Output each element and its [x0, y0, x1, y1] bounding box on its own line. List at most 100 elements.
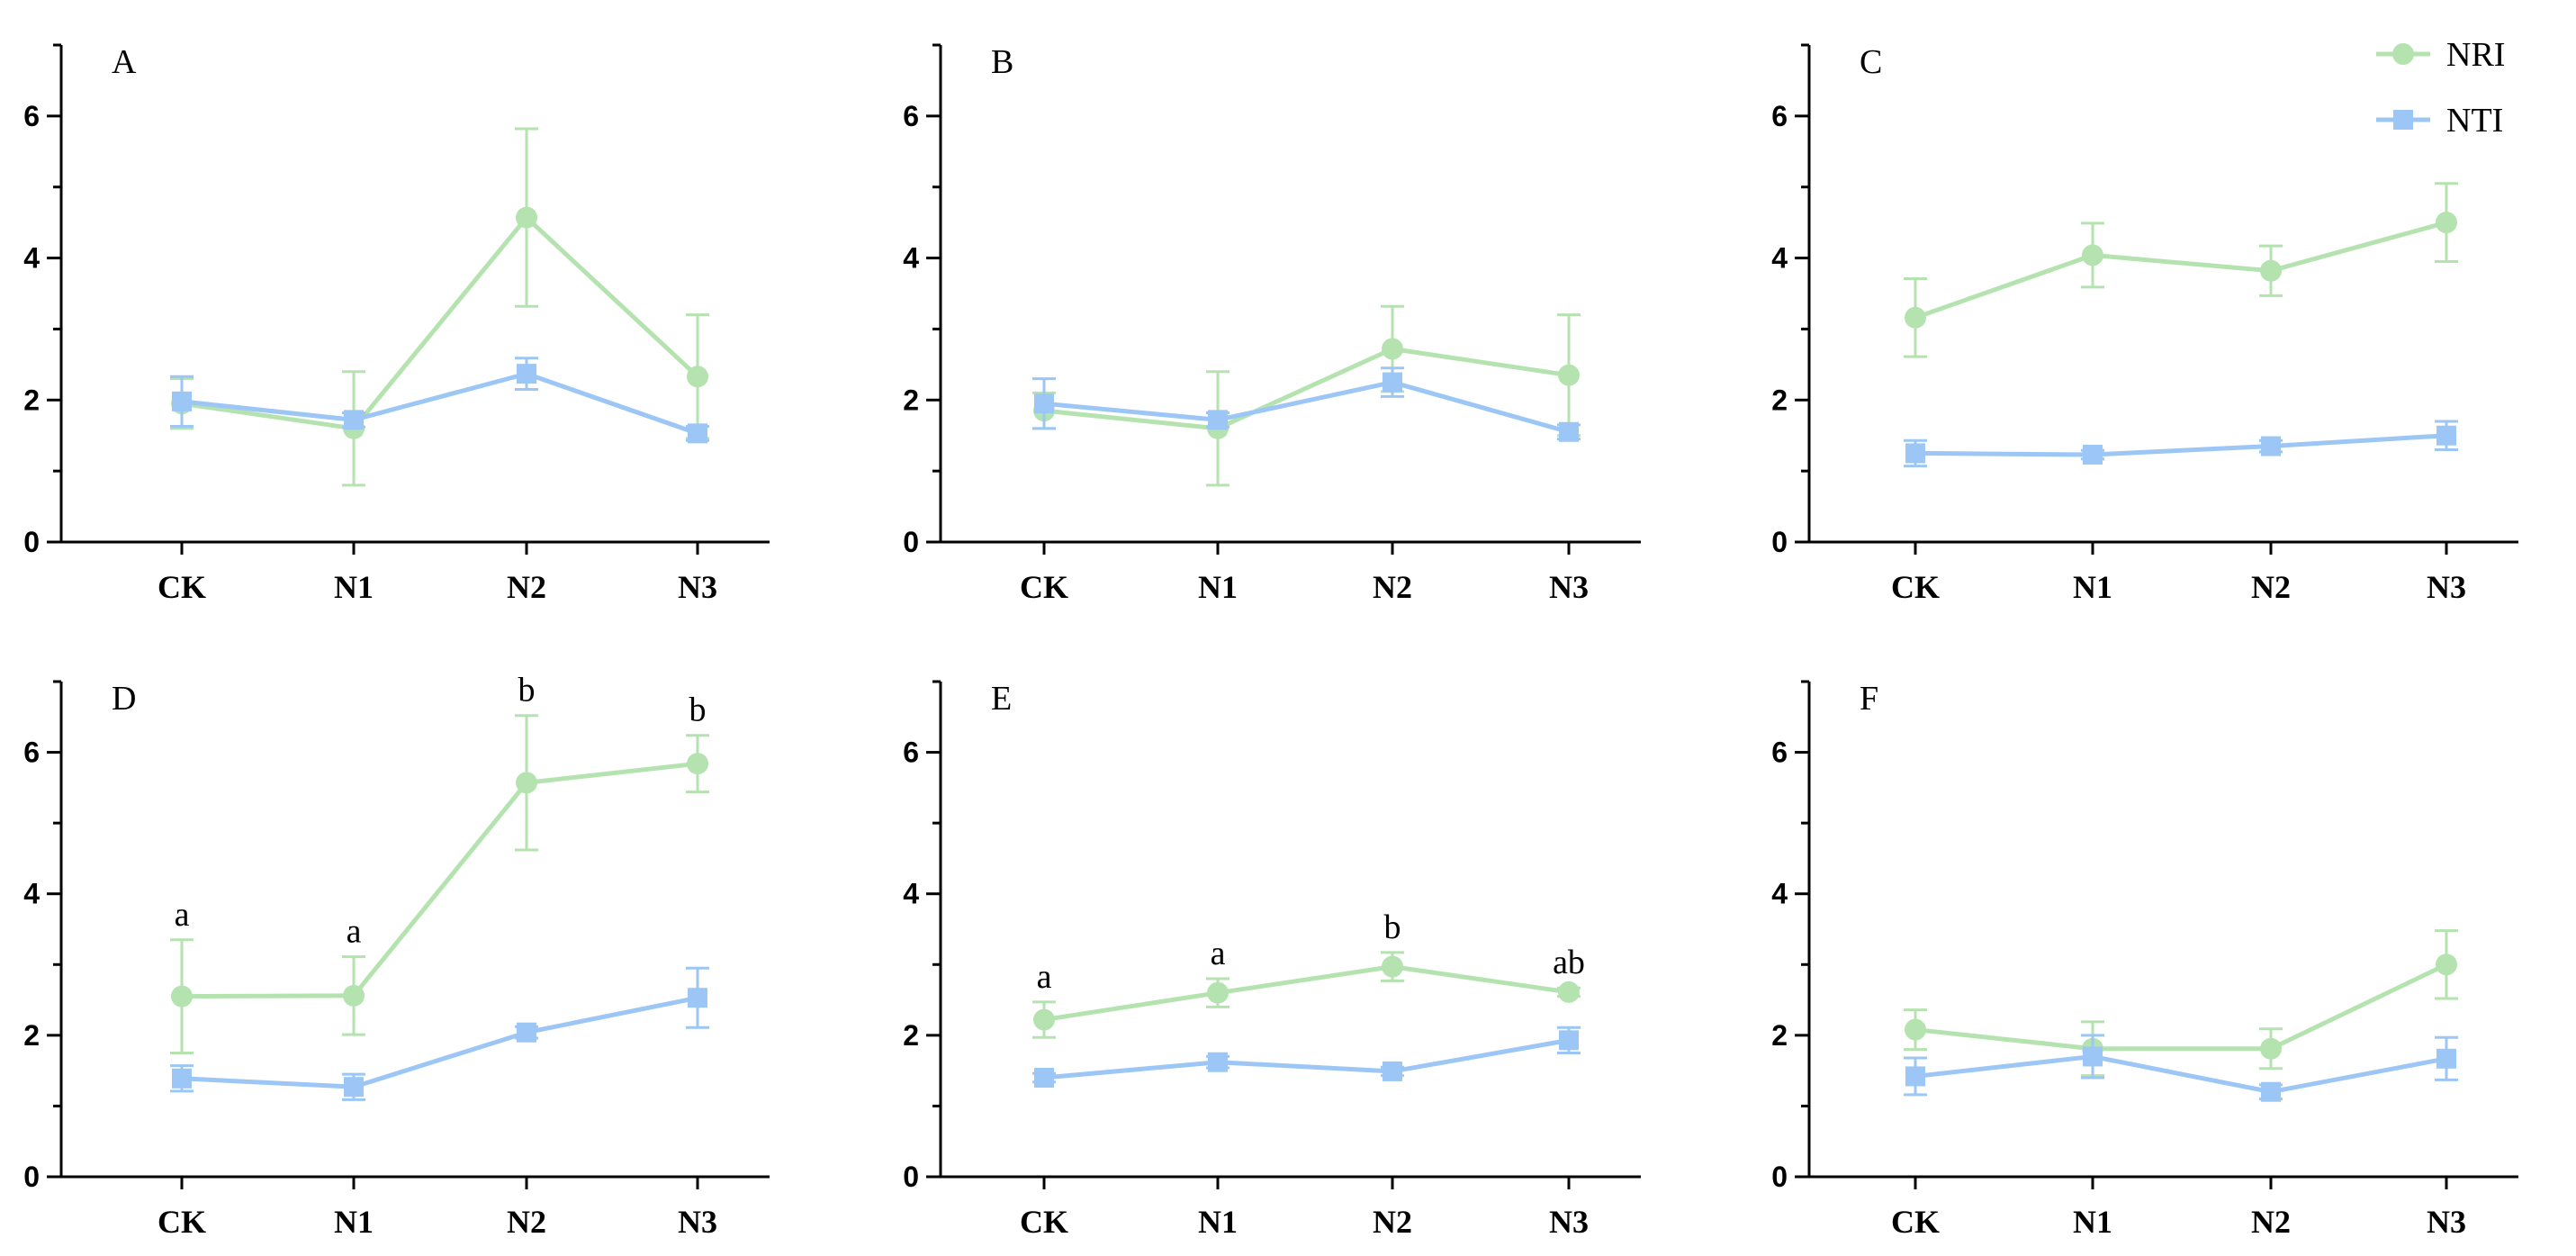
- significance-label-e-n3: ab: [1553, 944, 1585, 981]
- panel-c: 0 2 4 6 CK N1 N2 N3 C: [1771, 43, 2518, 605]
- x-tick-label-c-n1: N1: [2073, 569, 2112, 605]
- panel-d: 0 2 4 6 CK N1 N2 N3 Da a b b: [23, 672, 770, 1240]
- panel-label-e: E: [991, 680, 1012, 718]
- y-tick-label-e-6: 6: [903, 736, 919, 769]
- y-tick-label-b-2: 2: [903, 384, 919, 416]
- series-nti-a: [170, 357, 709, 444]
- point-nri-c-n1: [2082, 244, 2103, 267]
- panel-label-b: B: [991, 43, 1013, 81]
- series-line-nti-c: [1914, 433, 2447, 457]
- x-tick-label-d-n3: N3: [678, 1204, 717, 1240]
- y-tick-label-c-0: 0: [1771, 526, 1788, 558]
- point-nri-f-ck: [1905, 1018, 1926, 1041]
- x-tick-label-c-n2: N2: [2251, 569, 2291, 605]
- significance-label-d-ck: a: [175, 896, 190, 934]
- series-line-nri-c: [1914, 220, 2447, 321]
- significance-label-e-n2: b: [1384, 908, 1401, 946]
- point-nti-d-n2: [517, 1022, 536, 1043]
- x-tick-label-d-ck: CK: [158, 1204, 206, 1240]
- y-tick-label-c-2: 2: [1771, 384, 1788, 416]
- x-tick-label-a-n2: N2: [507, 569, 546, 605]
- x-tick-label-f-ck: CK: [1891, 1204, 1940, 1240]
- legend-item-nti: NTI: [2376, 102, 2503, 140]
- x-tick-label-e-n3: N3: [1549, 1204, 1589, 1240]
- x-tick-label-d-n2: N2: [507, 1204, 546, 1240]
- series-nti-b: [1032, 366, 1581, 442]
- x-tick-label-f-n3: N3: [2427, 1204, 2466, 1240]
- point-nti-a-n3: [688, 423, 707, 444]
- x-tick-label-a-ck: CK: [158, 569, 206, 605]
- y-tick-label-d-6: 6: [23, 736, 40, 769]
- series-nti-f: [1904, 1034, 2458, 1102]
- legend-label-nti: NTI: [2446, 102, 2503, 140]
- x-tick-label-c-n3: N3: [2427, 569, 2466, 605]
- series-nri-d: [170, 714, 709, 1054]
- series-line-nri-d: [181, 761, 698, 999]
- y-tick-label-c-6: 6: [1771, 100, 1788, 132]
- y-tick-label-b-4: 4: [903, 242, 919, 275]
- point-nti-c-n3: [2436, 425, 2456, 446]
- point-nri-d-n2: [516, 772, 537, 794]
- point-nti-a-n1: [344, 410, 364, 430]
- point-nri-e-n2: [1382, 955, 1403, 978]
- point-nti-c-n1: [2083, 445, 2103, 465]
- point-nti-e-n1: [1208, 1052, 1228, 1072]
- series-nti-c: [1904, 420, 2458, 468]
- point-nti-f-ck: [1905, 1066, 1925, 1087]
- y-tick-label-e-2: 2: [903, 1019, 919, 1052]
- panel-a: 0 2 4 6 CK N1 N2 N3 A: [23, 43, 770, 605]
- x-tick-label-a-n3: N3: [678, 569, 717, 605]
- y-tick-label-e-0: 0: [903, 1161, 919, 1193]
- panel-label-d: D: [112, 680, 136, 718]
- legend-marker-nri: [2392, 43, 2414, 65]
- y-tick-label-b-0: 0: [903, 526, 919, 558]
- series-nri-c: [1904, 182, 2458, 358]
- point-nri-b-n3: [1558, 364, 1580, 386]
- series-line-nri-b: [1043, 347, 1570, 431]
- point-nti-a-n2: [517, 364, 536, 384]
- point-nri-a-n2: [516, 206, 537, 229]
- x-tick-label-e-n2: N2: [1373, 1204, 1412, 1240]
- point-nri-d-ck: [171, 985, 193, 1008]
- y-tick-label-f-2: 2: [1771, 1019, 1788, 1052]
- y-tick-label-a-2: 2: [23, 384, 40, 416]
- point-nri-a-n3: [687, 366, 708, 388]
- series-line-nri-a: [181, 215, 699, 431]
- panel-f: 0 2 4 6 CK N1 N2 N3 F: [1771, 680, 2518, 1240]
- y-tick-label-d-0: 0: [23, 1161, 40, 1193]
- point-nri-c-n2: [2260, 259, 2282, 282]
- point-nti-e-n3: [1559, 1030, 1579, 1051]
- point-nri-c-n3: [2436, 212, 2457, 234]
- x-tick-label-d-n1: N1: [334, 1204, 374, 1240]
- point-nti-b-ck: [1034, 393, 1054, 414]
- significance-label-e-n1: a: [1211, 935, 1226, 972]
- significance-label-e-ck: a: [1037, 958, 1052, 996]
- series-line-nri-f: [1914, 962, 2448, 1052]
- x-tick-label-b-n3: N3: [1549, 569, 1589, 605]
- x-tick-label-e-ck: CK: [1020, 1204, 1068, 1240]
- series-line-nri-e: [1043, 964, 1570, 1023]
- x-tick-label-e-n1: N1: [1198, 1204, 1238, 1240]
- panel-b: 0 2 4 6 CK N1 N2 N3 B: [903, 43, 1641, 605]
- point-nti-b-n3: [1559, 421, 1579, 442]
- y-tick-label-d-4: 4: [23, 878, 40, 910]
- point-nti-d-n1: [344, 1077, 364, 1098]
- y-tick-label-a-4: 4: [23, 242, 40, 275]
- x-tick-label-b-ck: CK: [1020, 569, 1068, 605]
- point-nti-b-n1: [1208, 410, 1228, 430]
- y-tick-label-b-6: 6: [903, 100, 919, 132]
- series-nri-a: [170, 127, 709, 487]
- point-nri-e-ck: [1033, 1008, 1055, 1031]
- point-nti-f-n3: [2436, 1048, 2456, 1069]
- y-tick-label-c-4: 4: [1771, 242, 1788, 275]
- panel-label-f: F: [1860, 680, 1878, 718]
- point-nti-e-ck: [1034, 1068, 1054, 1088]
- y-tick-label-f-0: 0: [1771, 1161, 1788, 1193]
- point-nti-d-n3: [688, 988, 707, 1008]
- point-nri-b-n2: [1382, 338, 1403, 360]
- point-nri-c-ck: [1905, 306, 1926, 329]
- y-tick-label-a-6: 6: [23, 100, 40, 132]
- point-nti-b-n2: [1383, 372, 1402, 393]
